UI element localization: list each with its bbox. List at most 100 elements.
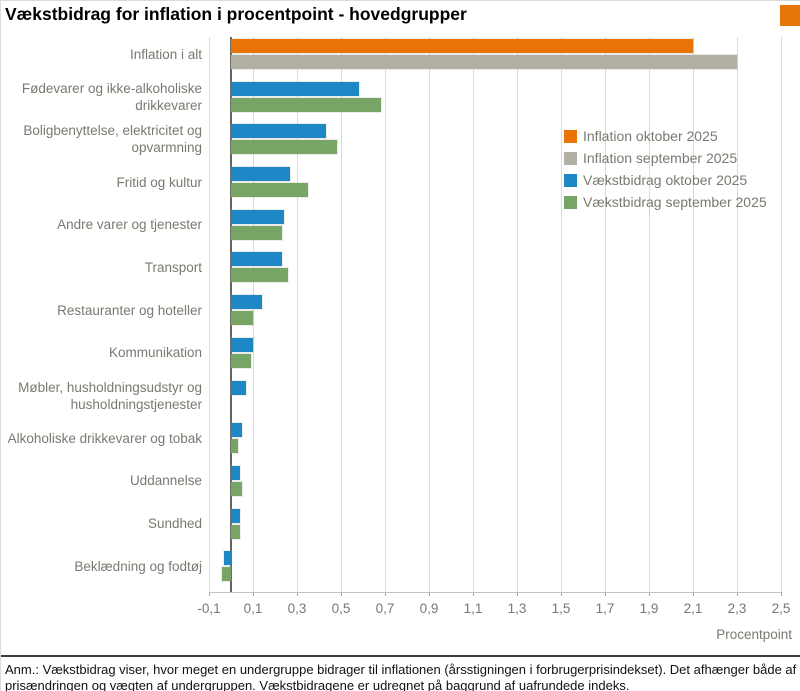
- category-label: Møbler, husholdningsudstyr og husholdnin…: [18, 379, 202, 412]
- bar: [231, 81, 359, 96]
- category-label: Alkoholiske drikkevarer og tobak: [7, 430, 202, 446]
- bar: [231, 55, 737, 69]
- legend-item: Inflation september 2025: [564, 147, 767, 169]
- x-axis-tick: [604, 592, 606, 596]
- legend-swatch: [564, 195, 577, 209]
- bar: [231, 268, 289, 283]
- x-tick-label: 0,3: [287, 601, 307, 616]
- gridline: [384, 37, 386, 592]
- bar: [231, 423, 242, 438]
- legend: Inflation oktober 2025 Inflation septembe…: [564, 125, 767, 213]
- gridline: [692, 37, 694, 592]
- gridline: [780, 37, 782, 592]
- bar: [224, 551, 231, 566]
- gridline: [296, 37, 298, 592]
- x-tick-label: 2,3: [727, 601, 747, 616]
- x-axis-tick: [296, 592, 298, 596]
- chart-title: Vækstbidrag for inflation i procentpoint…: [5, 4, 467, 24]
- x-axis-tick: [692, 592, 694, 596]
- bar: [231, 353, 251, 368]
- x-tick-label: 0,7: [375, 601, 395, 616]
- gridline: [340, 37, 342, 592]
- bar: [231, 209, 284, 224]
- bar: [231, 225, 282, 240]
- legend-swatch: [564, 129, 577, 143]
- axis-unit-label: Procentpoint: [716, 627, 792, 642]
- legend-swatch: [564, 151, 577, 165]
- bar: [231, 167, 291, 182]
- legend-label: Vækstbidrag oktober 2025: [583, 172, 748, 188]
- legend-swatch: [564, 173, 577, 187]
- x-tick-label: 0,5: [331, 601, 351, 616]
- footnote: Anm.: Vækstbidrag viser, hvor meget en u…: [5, 662, 797, 691]
- category-label: Andre varer og tjenester: [57, 217, 202, 233]
- x-tick-label: 0,1: [243, 601, 263, 616]
- bar: [231, 311, 253, 326]
- legend-label: Inflation september 2025: [583, 150, 738, 166]
- dst-logo-square: [780, 5, 800, 26]
- category-label: Boligbenyttelse, elektricitet og opvarmn…: [23, 123, 202, 156]
- gridline: [472, 37, 474, 592]
- x-axis-line: [209, 592, 781, 593]
- divider-rule: [1, 655, 800, 657]
- x-axis-tick: [340, 592, 342, 596]
- gridline: [736, 37, 738, 592]
- category-label: Restauranter og hoteller: [57, 302, 202, 318]
- bar: [231, 124, 326, 139]
- bar: [231, 508, 240, 523]
- x-axis-tick: [516, 592, 518, 596]
- bar: [231, 524, 240, 539]
- legend-item: Vækstbidrag september 2025: [564, 191, 767, 213]
- x-axis-tick: [384, 592, 386, 596]
- gridline: [428, 37, 430, 592]
- bar: [231, 140, 337, 155]
- legend-label: Vækstbidrag september 2025: [583, 194, 767, 210]
- x-tick-label: 1,1: [463, 601, 483, 616]
- bar: [231, 183, 308, 198]
- x-axis-tick: [252, 592, 254, 596]
- category-label: Kommunikation: [108, 345, 202, 361]
- x-axis-tick: [208, 592, 210, 596]
- bar: [231, 481, 242, 496]
- gridline: [560, 37, 562, 592]
- gridline: [648, 37, 650, 592]
- category-label: Uddannelse: [129, 473, 202, 489]
- category-label: Fritid og kultur: [116, 174, 202, 190]
- bar: [231, 39, 693, 53]
- bar: [231, 380, 247, 395]
- x-tick-label: 1,7: [595, 601, 615, 616]
- x-tick-label: 1,3: [507, 601, 527, 616]
- x-tick-label: 1,5: [551, 601, 571, 616]
- bar: [231, 97, 381, 112]
- bar: [231, 439, 238, 454]
- x-tick-label: 1,9: [639, 601, 659, 616]
- x-tick-label: -0,1: [197, 601, 221, 616]
- bar: [231, 252, 282, 267]
- x-axis-tick: [560, 592, 562, 596]
- bar: [222, 567, 231, 582]
- category-label: Fødevarer og ikke-alkoholiske drikkevare…: [21, 80, 202, 113]
- category-label: Sundhed: [147, 516, 202, 532]
- legend-item: Inflation oktober 2025: [564, 125, 767, 147]
- gridline: [604, 37, 606, 592]
- gridline: [516, 37, 518, 592]
- gridline: [208, 37, 210, 592]
- category-label: Inflation i alt: [129, 46, 202, 62]
- x-axis-tick: [428, 592, 430, 596]
- x-axis-tick: [780, 592, 782, 596]
- bar: [231, 295, 262, 310]
- x-axis-tick: [472, 592, 474, 596]
- x-axis-tick: [648, 592, 650, 596]
- gridline: [252, 37, 254, 592]
- x-axis-tick: [736, 592, 738, 596]
- legend-label: Inflation oktober 2025: [583, 128, 718, 144]
- category-label: Transport: [144, 259, 202, 275]
- category-label: Beklædning og fodtøj: [74, 558, 202, 574]
- x-tick-label: 2,5: [771, 601, 791, 616]
- bar: [231, 337, 253, 352]
- x-tick-label: 0,9: [419, 601, 439, 616]
- x-tick-label: 2,1: [683, 601, 703, 616]
- bar: [231, 465, 240, 480]
